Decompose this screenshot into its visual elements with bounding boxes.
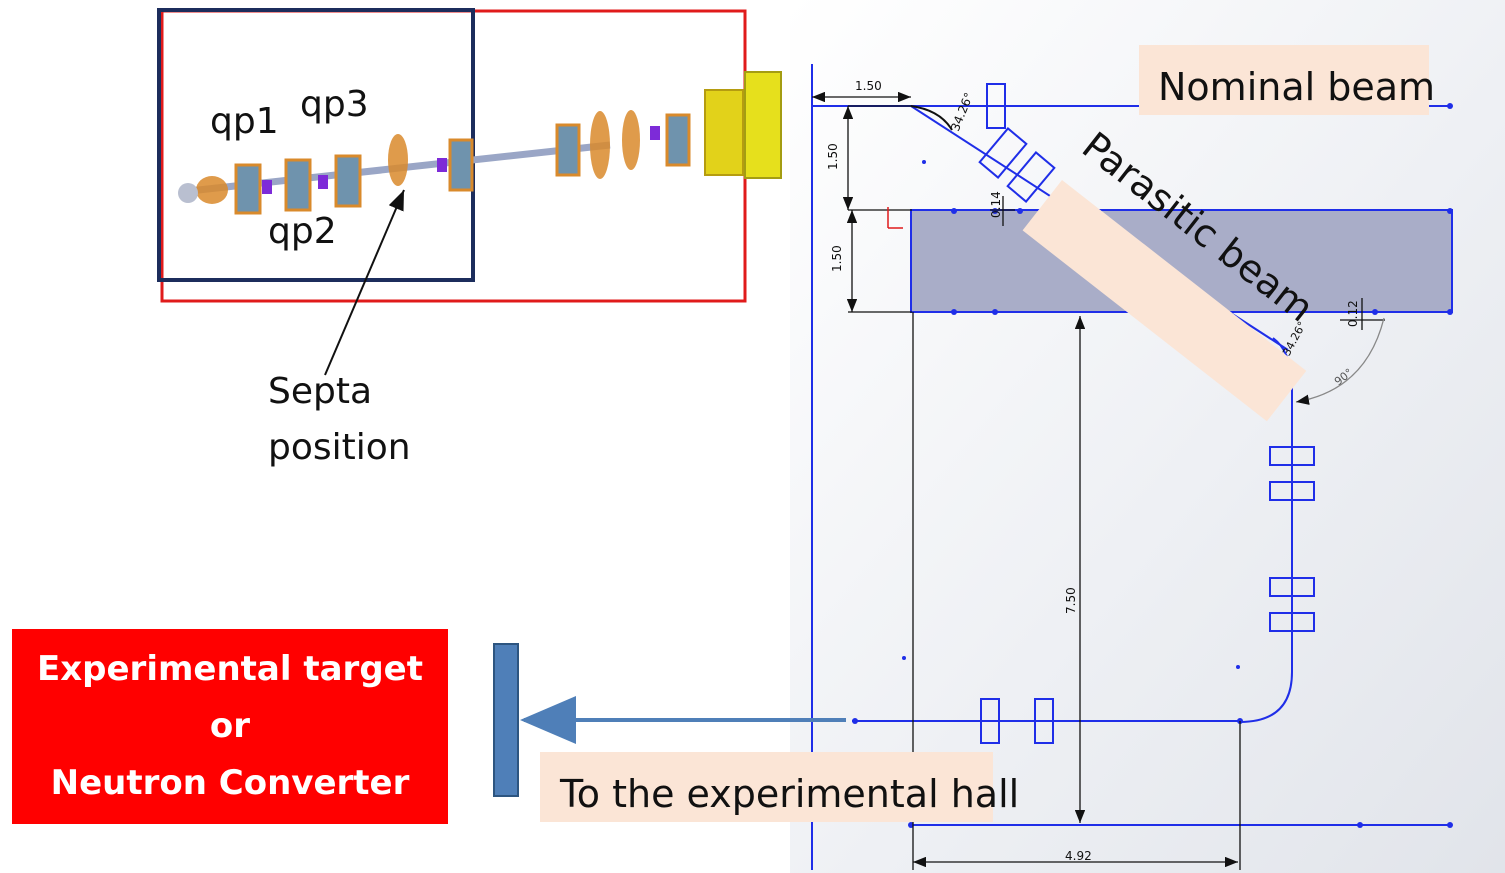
dim-gap-upper: 0.14 bbox=[989, 191, 1003, 218]
cad-background bbox=[790, 0, 1505, 873]
quadrupole-group bbox=[178, 71, 782, 215]
dim-gap-lower: 0.12 bbox=[1346, 300, 1360, 327]
septa-pointer bbox=[324, 189, 405, 376]
dim-vert-lower: 1.50 bbox=[830, 245, 844, 272]
target-line1: Experimental target bbox=[37, 649, 423, 689]
hall-label: To the experimental hall bbox=[560, 772, 1020, 816]
septa-label-line1: Septa bbox=[268, 371, 373, 412]
dim-bottom-width: 4.92 bbox=[1065, 849, 1092, 863]
dim-vertical-long: 7.50 bbox=[1064, 587, 1078, 614]
nominal-beam-label: Nominal beam bbox=[1158, 65, 1436, 109]
qp1-label: qp1 bbox=[210, 101, 279, 142]
dim-vert-upper: 1.50 bbox=[826, 143, 840, 170]
qp2-label: qp2 bbox=[268, 211, 337, 252]
target-plate bbox=[493, 643, 519, 797]
qp3-label: qp3 bbox=[300, 84, 369, 125]
target-line3: Neutron Converter bbox=[50, 763, 410, 803]
septa-label-line2: position bbox=[268, 427, 411, 468]
hall-label-bg bbox=[540, 752, 993, 822]
accelerator-render bbox=[157, 8, 782, 376]
dim-top-width: 1.50 bbox=[855, 79, 882, 93]
origin-marker bbox=[887, 207, 903, 229]
experimental-target-box: Experimental target or Neutron Converter bbox=[12, 629, 448, 824]
nominal-beam-label-bg bbox=[1139, 45, 1429, 115]
target-line2: or bbox=[209, 706, 251, 746]
